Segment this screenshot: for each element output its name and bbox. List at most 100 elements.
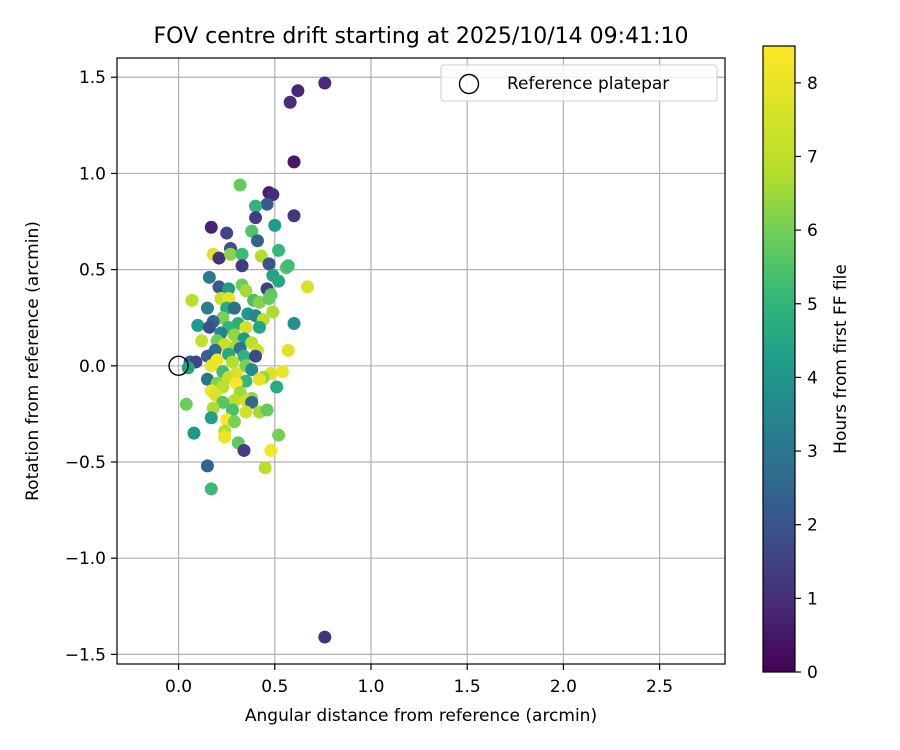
colorbar-ticks: 0 1 2 3 4 5 6 7 8 bbox=[795, 74, 818, 683]
data-point bbox=[300, 280, 314, 294]
data-point bbox=[260, 197, 274, 211]
data-point bbox=[245, 224, 259, 238]
data-point bbox=[195, 334, 209, 348]
data-point bbox=[218, 430, 232, 444]
x-tick-label: 2.5 bbox=[646, 677, 673, 697]
y-tick-label: 1.0 bbox=[79, 164, 106, 184]
x-axis-label: Angular distance from reference (arcmin) bbox=[245, 706, 597, 726]
colorbar-tick-label: 4 bbox=[807, 368, 818, 388]
colorbar-gradient bbox=[763, 46, 795, 672]
chart-title: FOV centre drift starting at 2025/10/14 … bbox=[154, 24, 689, 49]
colorbar-tick-label: 7 bbox=[807, 147, 818, 167]
data-point bbox=[216, 395, 230, 409]
y-tick-label: −1.0 bbox=[65, 549, 106, 569]
data-point bbox=[252, 320, 266, 334]
data-point bbox=[185, 293, 199, 307]
data-point bbox=[212, 251, 226, 265]
y-tick-label: 0.5 bbox=[79, 261, 106, 281]
data-point bbox=[264, 443, 278, 457]
data-point bbox=[239, 284, 253, 298]
data-point bbox=[258, 461, 272, 475]
data-point bbox=[204, 482, 218, 496]
data-point bbox=[204, 359, 218, 373]
data-point bbox=[239, 374, 253, 388]
data-point bbox=[222, 282, 236, 296]
data-point bbox=[262, 291, 276, 305]
reference-platepar-marker bbox=[168, 355, 189, 377]
colorbar-tick-label: 6 bbox=[807, 221, 818, 241]
data-point bbox=[287, 209, 301, 223]
colorbar-tick-label: 0 bbox=[807, 663, 818, 683]
y-tick-label: −0.5 bbox=[65, 453, 106, 473]
colorbar-tick-label: 3 bbox=[807, 442, 818, 462]
data-point bbox=[245, 395, 259, 409]
data-point bbox=[266, 305, 280, 319]
legend: Reference platepar bbox=[440, 64, 718, 102]
data-point bbox=[233, 178, 247, 192]
data-point bbox=[187, 426, 201, 440]
colorbar: 0 1 2 3 4 5 6 7 8 Hours from first FF file bbox=[762, 45, 851, 683]
data-point bbox=[266, 188, 280, 202]
data-point bbox=[283, 95, 297, 109]
data-point bbox=[272, 428, 286, 442]
data-point bbox=[206, 401, 220, 415]
data-point bbox=[281, 259, 295, 273]
data-point bbox=[318, 76, 332, 90]
data-point bbox=[202, 270, 216, 284]
colorbar-tick-label: 2 bbox=[807, 516, 818, 536]
legend-reference-marker bbox=[458, 73, 480, 95]
data-point bbox=[260, 403, 274, 417]
x-tick-label: 1.5 bbox=[454, 677, 481, 697]
data-point bbox=[275, 365, 289, 379]
x-tick-label: 0.0 bbox=[165, 677, 192, 697]
data-point bbox=[272, 243, 286, 257]
data-point bbox=[227, 301, 241, 315]
data-point bbox=[262, 257, 276, 271]
data-point bbox=[200, 459, 214, 473]
data-point bbox=[202, 320, 216, 334]
data-point bbox=[245, 363, 259, 377]
data-point bbox=[237, 349, 251, 363]
data-point bbox=[225, 355, 239, 369]
data-point bbox=[227, 393, 241, 407]
colorbar-frame bbox=[762, 45, 796, 673]
data-point bbox=[268, 218, 282, 232]
colorbar-tick-label: 5 bbox=[807, 295, 818, 315]
legend-box bbox=[440, 64, 718, 102]
data-point bbox=[204, 220, 218, 234]
data-point bbox=[204, 411, 218, 425]
data-point bbox=[235, 259, 249, 273]
data-point bbox=[225, 403, 239, 417]
y-axis-ticks: −1.5 −1.0 −0.5 0.0 0.5 1.0 1.5 bbox=[65, 68, 117, 665]
data-point bbox=[212, 280, 226, 294]
data-point bbox=[281, 343, 295, 357]
x-tick-label: 1.0 bbox=[357, 677, 384, 697]
data-point bbox=[239, 405, 253, 419]
y-tick-label: −1.5 bbox=[65, 645, 106, 665]
data-point bbox=[237, 443, 251, 457]
data-point bbox=[287, 316, 301, 330]
data-point bbox=[222, 291, 236, 305]
data-point bbox=[224, 247, 238, 261]
x-axis-ticks: 0.0 0.5 1.0 1.5 2.0 2.5 bbox=[165, 664, 673, 697]
colorbar-label: Hours from first FF file bbox=[831, 264, 851, 454]
data-points bbox=[179, 76, 332, 644]
plot-frame bbox=[116, 57, 726, 665]
x-tick-label: 0.5 bbox=[261, 677, 288, 697]
data-point bbox=[227, 415, 241, 429]
data-point bbox=[272, 274, 286, 288]
data-point bbox=[239, 320, 253, 334]
reference-marker-group bbox=[168, 355, 189, 377]
data-point bbox=[191, 318, 205, 332]
data-point bbox=[252, 372, 266, 386]
data-point bbox=[287, 155, 301, 169]
legend-label-reference: Reference platepar bbox=[507, 74, 669, 94]
x-tick-label: 2.0 bbox=[550, 677, 577, 697]
data-point bbox=[179, 397, 193, 411]
data-point bbox=[291, 84, 305, 98]
data-point bbox=[249, 199, 263, 213]
data-point bbox=[220, 226, 234, 240]
data-point bbox=[250, 234, 264, 248]
